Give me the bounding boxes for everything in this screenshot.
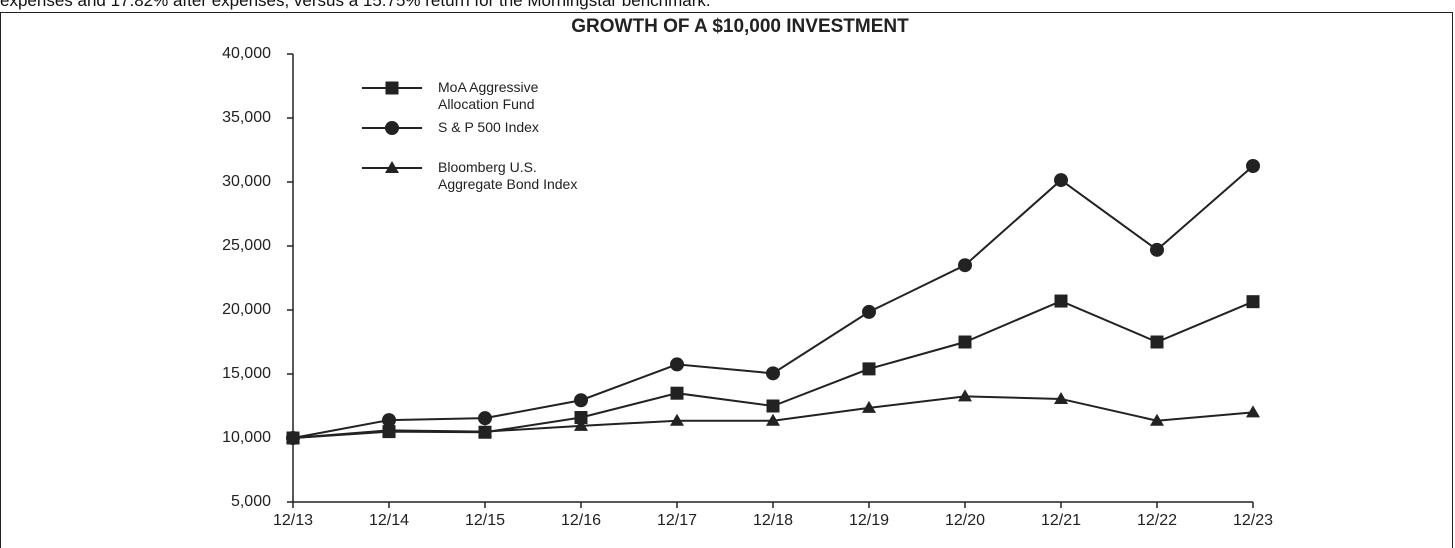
marker-triangle [766,413,780,426]
x-tick-label: 12/18 [753,512,793,529]
x-tick-label: 12/13 [273,512,313,529]
marker-square [766,399,780,413]
marker-triangle [958,389,972,402]
marker-triangle [1150,413,1164,426]
y-tick-label: 35,000 [222,109,271,126]
legend-label: Bloomberg U.S. Aggregate Bond Index [438,159,578,192]
marker-square [670,386,684,400]
x-tick-label: 12/16 [561,512,601,529]
marker-circle [670,357,684,372]
marker-square [958,335,972,349]
marker-circle [382,413,396,428]
marker-circle [385,121,399,135]
marker-circle [1054,173,1068,188]
y-tick-label: 10,000 [222,429,271,446]
chart-frame [0,12,1453,548]
marker-square [1054,294,1068,308]
marker-circle [574,393,588,408]
marker-circle [478,411,492,426]
x-tick-label: 12/22 [1137,512,1177,529]
legend-label: MoA Aggressive Allocation Fund [438,79,539,112]
marker-circle [1150,242,1164,257]
marker-triangle [862,400,876,413]
y-tick-label: 20,000 [222,301,271,318]
marker-square [574,411,588,425]
x-tick-label: 12/15 [465,512,505,529]
y-tick-label: 15,000 [222,365,271,382]
marker-square [385,81,399,95]
marker-triangle [1054,391,1068,404]
marker-square [1150,335,1164,349]
marker-circle [958,258,972,273]
marker-triangle [670,413,684,426]
marker-circle [1246,159,1260,173]
y-tick-label: 30,000 [222,173,271,190]
marker-square [1246,295,1260,309]
y-tick-label: 5,000 [231,493,271,510]
marker-triangle [574,418,588,431]
chart-title: GROWTH OF A $10,000 INVESTMENT [571,16,909,37]
x-tick-label: 12/23 [1233,512,1273,529]
y-tick-label: 40,000 [222,45,271,62]
legend-label: S & P 500 Index [438,119,539,135]
marker-triangle [1246,405,1260,418]
marker-triangle [385,161,399,173]
x-tick-label: 12/21 [1041,512,1081,529]
marker-triangle [478,424,492,437]
marker-triangle [382,423,396,436]
marker-circle [862,304,876,319]
intro-text: expenses and 17.82% after expenses, vers… [0,0,711,10]
marker-square [862,362,876,376]
y-tick-label: 25,000 [222,237,271,254]
x-tick-label: 12/14 [369,512,409,529]
x-tick-label: 12/17 [657,512,697,529]
x-tick-label: 12/19 [849,512,889,529]
marker-triangle [286,431,300,443]
marker-circle [766,366,780,381]
x-tick-label: 12/20 [945,512,985,529]
series-line [292,165,1254,439]
